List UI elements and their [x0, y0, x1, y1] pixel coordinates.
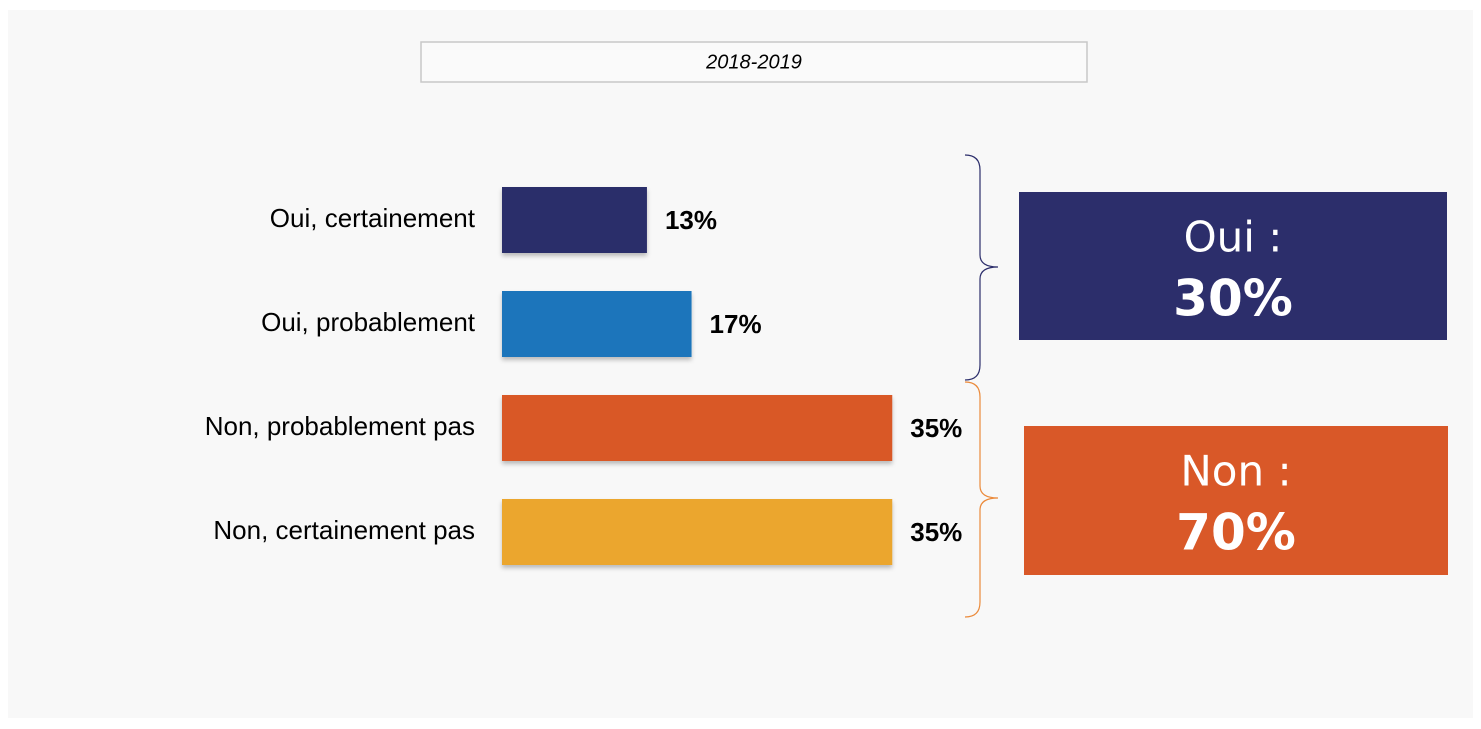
- value-label: 35%: [910, 517, 962, 547]
- category-label: Oui, certainement: [270, 203, 476, 233]
- category-label: Non, certainement pas: [213, 515, 475, 545]
- chart-title: 2018-2019: [705, 51, 802, 73]
- brace-oui: [964, 154, 999, 381]
- category-label: Non, probablement pas: [205, 411, 475, 441]
- group-box: [1019, 192, 1447, 340]
- group-value: 70%: [1176, 504, 1296, 562]
- group-label: Non :: [1180, 447, 1291, 496]
- group-value: 30%: [1173, 270, 1293, 328]
- group-box: [1024, 426, 1448, 575]
- bar: [502, 499, 893, 565]
- bar: [502, 187, 647, 253]
- category-label: Oui, probablement: [261, 307, 476, 337]
- brace-non: [964, 381, 999, 618]
- value-label: 13%: [665, 205, 717, 235]
- bar: [502, 291, 692, 357]
- title-box: [420, 41, 1088, 83]
- value-label: 17%: [710, 309, 762, 339]
- panel: [8, 10, 1473, 718]
- bar: [502, 395, 893, 461]
- value-label: 35%: [910, 413, 962, 443]
- group-label: Oui :: [1184, 213, 1283, 262]
